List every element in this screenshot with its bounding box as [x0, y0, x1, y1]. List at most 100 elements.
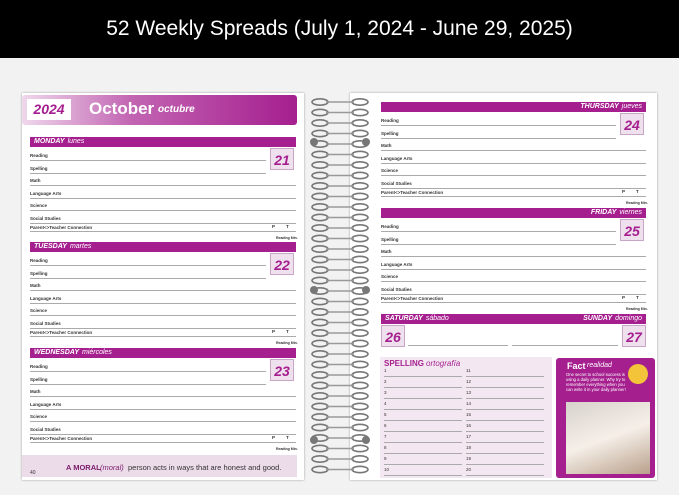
subject: Reading	[381, 118, 399, 123]
date: 24	[620, 113, 644, 135]
subject: Language Arts	[30, 190, 62, 196]
spiral-part	[311, 161, 329, 170]
parent-mark: T	[286, 224, 289, 229]
subject: Math	[30, 178, 41, 183]
write-line	[381, 175, 646, 176]
parent-mark: T	[286, 329, 289, 334]
spiral-part	[311, 465, 329, 474]
subject: Social Studies	[30, 215, 61, 221]
fact-icon	[628, 364, 648, 384]
day-header: SATURDAY sábado SUNDAY domingo	[381, 314, 646, 324]
spelling-number: 7	[384, 434, 387, 439]
month-es: octubre	[158, 104, 195, 115]
spiral-part	[351, 444, 369, 453]
date: 22	[270, 253, 294, 275]
write-line	[384, 442, 462, 443]
write-line	[30, 197, 296, 199]
spiral-part	[311, 276, 329, 285]
spiral-part	[351, 465, 369, 474]
spiral-part	[351, 329, 369, 338]
day-header: FRIDAY viernes	[381, 208, 646, 218]
spiral-part	[351, 234, 369, 243]
spiral-part	[311, 213, 329, 222]
day-header: WEDNESDAY miércoles	[30, 348, 296, 358]
write-line	[381, 231, 616, 232]
subject: Science	[30, 414, 48, 419]
spiral-part	[311, 108, 329, 117]
write-line	[466, 387, 544, 388]
day-name-es: miércoles	[81, 349, 112, 356]
write-line	[30, 408, 296, 410]
spiral-part	[351, 192, 369, 201]
write-line	[30, 421, 296, 422]
parent-line: Parent<>Teacher Connection	[381, 190, 444, 195]
day-name: FRIDAY	[590, 209, 617, 216]
date: 25	[620, 219, 644, 241]
spiral-part	[310, 436, 318, 444]
footer-word: A MORAL	[66, 463, 101, 472]
parent-line: Parent<>Teacher Connection	[381, 296, 444, 301]
spelling-number: 19	[466, 456, 472, 461]
spiral-part	[311, 182, 329, 191]
spelling-number: 13	[466, 390, 472, 395]
write-line	[381, 187, 646, 189]
write-line	[30, 315, 296, 316]
parent-mark: P	[622, 295, 626, 300]
spiral-part	[351, 339, 369, 348]
spelling-number: 17	[466, 434, 472, 439]
spelling-number: 4	[384, 401, 387, 406]
reading-min: Reading Min.	[276, 341, 298, 345]
reading-min: Reading Min.	[626, 307, 648, 311]
day-name-es: sábado	[425, 315, 449, 322]
spiral-part	[311, 308, 329, 317]
spiral-part	[351, 297, 369, 306]
subject: Social Studies	[381, 286, 412, 292]
spiral-part	[311, 192, 329, 201]
write-line	[466, 453, 544, 454]
day-name-es: domingo	[615, 315, 642, 322]
write-line	[381, 302, 646, 303]
write-line	[466, 475, 544, 476]
spiral-part	[351, 98, 369, 107]
subject: Science	[30, 308, 48, 313]
day-name: TUESDAY	[34, 243, 67, 250]
spiral-part	[351, 182, 369, 191]
spiral-part	[351, 308, 369, 317]
spiral-part	[351, 224, 369, 233]
day-name: SUNDAY	[583, 315, 613, 322]
subject: Social Studies	[381, 180, 412, 186]
parent-line: Parent<>Teacher Connection	[30, 436, 93, 441]
spiral-part	[311, 402, 329, 411]
spelling-number: 5	[384, 412, 387, 417]
subject: Language Arts	[381, 261, 413, 267]
spelling-number: 11	[466, 368, 471, 373]
spiral-part	[310, 286, 318, 294]
date: 27	[622, 325, 646, 347]
spelling-number: 8	[384, 445, 387, 450]
spelling-number: 20	[466, 467, 472, 472]
spelling-number: 2	[384, 379, 387, 384]
spiral-part	[311, 171, 329, 180]
spiral-part	[311, 245, 329, 254]
spiral-part	[362, 138, 370, 146]
day-name-es: martes	[69, 243, 92, 250]
subject: Spelling	[381, 236, 399, 242]
write-line	[30, 371, 266, 372]
page-number: 40	[30, 470, 36, 476]
spiral-part	[351, 150, 369, 159]
day-name: MONDAY	[34, 138, 65, 145]
spiral-part	[351, 108, 369, 117]
write-line	[30, 222, 296, 224]
parent-mark: T	[286, 435, 289, 440]
write-line	[30, 210, 296, 211]
write-line	[381, 162, 646, 164]
write-line	[30, 172, 266, 174]
spiral-part	[351, 213, 369, 222]
write-line	[30, 277, 266, 279]
write-line	[466, 376, 544, 377]
spiral-part	[311, 318, 329, 327]
spiral-part	[351, 412, 369, 421]
spiral-part	[351, 276, 369, 285]
spelling-title-es: ortografía	[426, 359, 461, 368]
year: 2024	[27, 99, 71, 120]
